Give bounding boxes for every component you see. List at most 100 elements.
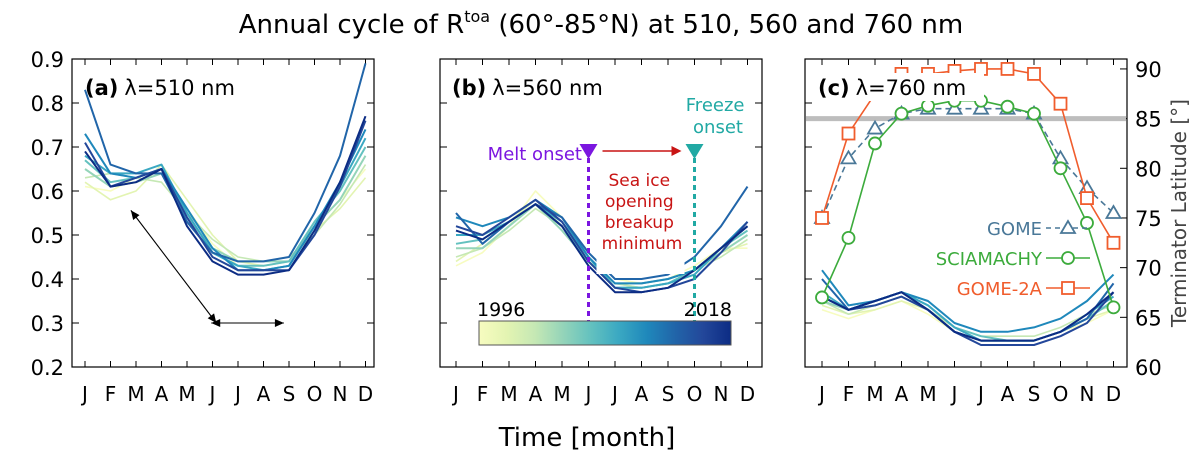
y2-tick-label: 90 <box>1135 58 1162 82</box>
y-tick-label: 0.3 <box>31 312 64 336</box>
panel-c-legend: GOME SCIAMACHY GOME-2A <box>936 219 1090 300</box>
x-tick-label: M <box>553 382 570 406</box>
x-tick-label: J <box>584 382 592 406</box>
x-tick-label: A <box>1001 382 1015 406</box>
x-tick-label: F <box>105 382 117 406</box>
arrow-head <box>130 210 140 220</box>
arrow-head <box>207 313 217 323</box>
reflectance-series-line <box>84 137 367 272</box>
freeze-onset-marker <box>685 144 704 159</box>
x-tick-label: J <box>610 382 618 406</box>
y2-tick-label: 60 <box>1135 356 1162 380</box>
right-y-axis-label: Terminator Latitude [°] <box>1167 99 1191 328</box>
circle-marker <box>1106 300 1121 315</box>
y-tick-label: 0.5 <box>31 224 64 248</box>
x-tick-label: A <box>155 382 169 406</box>
y-tick-label: 0.8 <box>31 92 64 116</box>
panel-c-label-bg <box>814 73 984 101</box>
freeze-onset-label: Freeze onset <box>686 95 750 138</box>
x-tick-label: N <box>714 382 729 406</box>
x-tick-label: J <box>208 382 216 406</box>
square-marker <box>1106 235 1121 250</box>
y-tick-label: 0.6 <box>31 180 64 204</box>
y2-tick-label: 75 <box>1135 207 1162 231</box>
panel-a-label: (a) λ=510 nm <box>85 76 235 100</box>
panel-a-series <box>84 63 367 276</box>
square-marker <box>1061 281 1075 295</box>
y-tick-label: 0.9 <box>31 48 64 72</box>
circle-marker <box>1053 161 1068 176</box>
colorbar-start-year: 1996 <box>477 299 525 321</box>
x-tick-label: F <box>477 382 489 406</box>
panel-c-label: (c) λ=760 nm <box>818 76 966 100</box>
legend-label: SCIAMACHY <box>936 249 1043 270</box>
panel-c-right-y-ticks: 60 65 70 75 80 85 90 <box>1120 58 1162 380</box>
x-tick-label: M <box>178 382 195 406</box>
x-tick-label: N <box>333 382 348 406</box>
reflectance-series-line <box>84 63 367 263</box>
y-tick-label: 0.7 <box>31 136 64 160</box>
x-tick-label: A <box>895 382 909 406</box>
circle-marker <box>1061 251 1075 265</box>
x-tick-label: J <box>817 382 825 406</box>
x-tick-label: J <box>950 382 958 406</box>
year-colorbar <box>478 320 732 346</box>
x-tick-label: O <box>687 382 703 406</box>
x-tick-label: A <box>635 382 649 406</box>
legend-label: GOME-2A <box>957 279 1043 300</box>
circle-marker <box>1027 106 1041 121</box>
sea-ice-label: Sea ice opening breakup minimum <box>602 171 683 254</box>
triangle-marker <box>839 149 858 165</box>
panel-b-frame <box>439 58 763 368</box>
y2-tick-label: 85 <box>1135 108 1162 132</box>
circle-marker <box>921 98 935 113</box>
x-tick-label: N <box>1080 382 1095 406</box>
triangle-marker <box>972 99 990 115</box>
reflectance-series-line <box>821 291 1115 346</box>
circle-marker <box>1000 99 1015 114</box>
circle-marker <box>815 290 829 305</box>
x-tick-label: J <box>976 382 984 406</box>
terminator-line <box>821 99 1115 308</box>
triangle-marker <box>945 99 964 115</box>
reflectance-series-line <box>84 120 367 272</box>
panel-a-arrows <box>130 210 284 327</box>
x-axis-label: Time [month] <box>498 423 676 453</box>
figure-title: Annual cycle of Rtoa (60°-85°N) at 510, … <box>239 7 964 40</box>
square-marker <box>815 211 829 225</box>
square-marker <box>1053 96 1068 111</box>
reflectance-series-line <box>455 203 749 294</box>
y2-tick-label: 70 <box>1135 257 1162 281</box>
arrow-line <box>130 210 217 324</box>
x-tick-label: D <box>740 382 755 406</box>
square-marker <box>1080 191 1094 205</box>
reflectance-series-line <box>455 198 749 294</box>
arrow-head <box>211 319 221 327</box>
x-tick-label: M <box>866 382 883 406</box>
y-tick-label: 0.4 <box>31 268 64 292</box>
reflectance-series-line <box>84 128 367 272</box>
x-tick-label: A <box>257 382 271 406</box>
colorbar-end-year: 2018 <box>684 299 732 321</box>
triangle-marker <box>1059 219 1077 234</box>
melt-onset-marker <box>579 144 598 159</box>
legend-label: GOME <box>987 219 1042 240</box>
y2-tick-label: 65 <box>1135 306 1162 330</box>
square-marker <box>1027 67 1041 81</box>
panel-b-annotations <box>579 144 704 345</box>
reflectance-series-line <box>84 115 367 276</box>
x-tick-label: A <box>529 382 543 406</box>
reflectance-series-line <box>821 291 1115 342</box>
sea-ice-arrow-head <box>671 146 682 156</box>
square-marker <box>1000 62 1015 76</box>
x-tick-label: O <box>1053 382 1069 406</box>
circle-marker <box>841 230 856 245</box>
circle-marker <box>894 106 909 121</box>
triangle-marker <box>866 119 884 135</box>
